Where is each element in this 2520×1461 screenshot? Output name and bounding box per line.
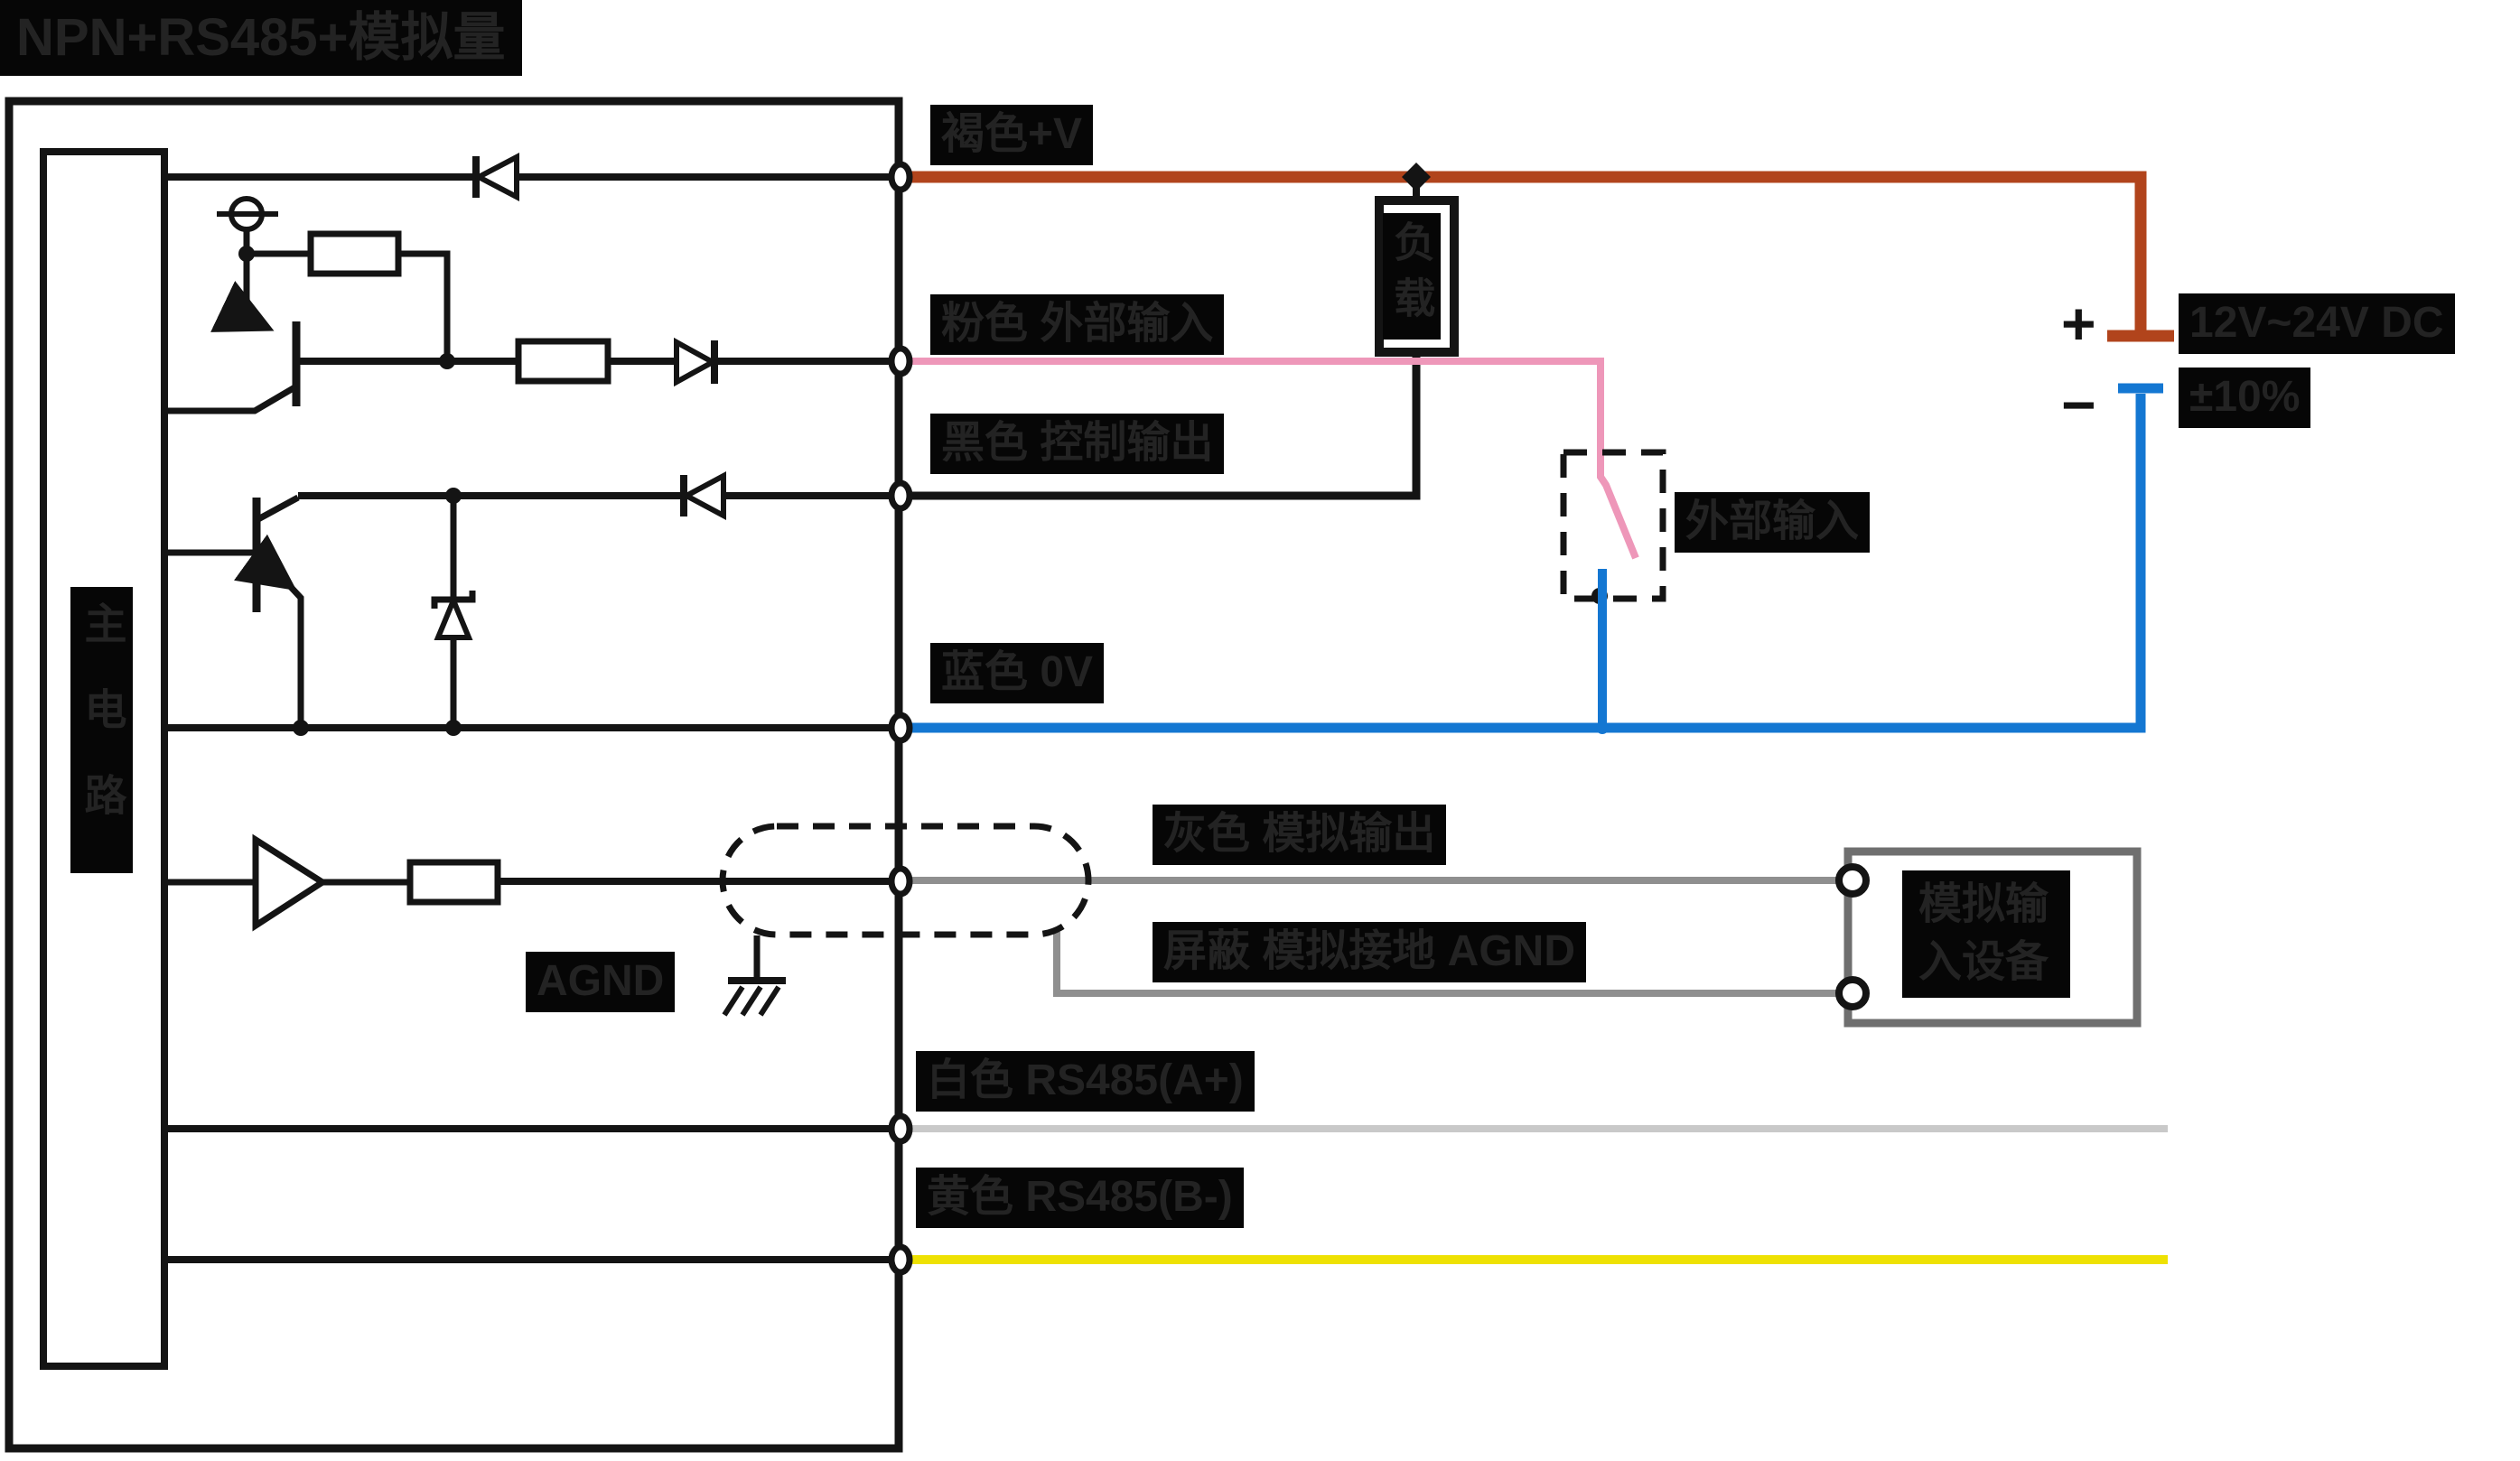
pin-icon: [888, 1243, 913, 1276]
zener-diode-icon: [434, 593, 473, 640]
label-supply-voltage: 12V~24V DC: [2179, 293, 2455, 354]
internal-vplus-rail: [164, 153, 901, 201]
label-agnd: AGND: [526, 952, 676, 1012]
internal-output-stage: [164, 470, 901, 736]
junction-dot: [1402, 163, 1431, 191]
label-yellow-wire: 黄色 RS485(B-): [916, 1168, 1244, 1228]
terminal-icon: [1835, 863, 1870, 898]
pin-icon: [888, 479, 913, 512]
pin-icon: [888, 865, 913, 898]
label-supply-tolerance: ±10%: [2179, 368, 2311, 428]
label-brown-wire: 褐色+V: [930, 105, 1094, 165]
supply-plus-sign: +: [2061, 290, 2096, 357]
diagram-title: NPN+RS485+模拟量: [0, 0, 522, 77]
resistor-icon: [406, 859, 501, 906]
housing-connector-pins: [888, 161, 913, 1276]
internal-external-input-row: [298, 337, 901, 387]
label-main-circuit: 主电路: [70, 587, 134, 873]
supply-minus-sign: −: [2061, 371, 2096, 438]
label-gray-wire: 灰色 模拟输出: [1153, 805, 1447, 865]
label-black-wire: 黑色 控制输出: [930, 414, 1225, 474]
resistor-icon: [307, 230, 402, 277]
label-white-wire: 白色 RS485(A+): [916, 1051, 1255, 1112]
label-external-input-switch: 外部输入: [1675, 492, 1871, 553]
label-shield-wire: 屏蔽 模拟接地 AGND: [1153, 922, 1587, 982]
pin-icon: [888, 1112, 913, 1145]
wire-shield-agnd: [1053, 932, 1839, 997]
wire-blue-0v: [908, 383, 2163, 734]
label-pink-wire: 粉色 外部输入: [930, 294, 1225, 355]
label-blue-wire: 蓝色 0V: [930, 643, 1105, 703]
diode-icon: [680, 470, 726, 521]
pin-icon: [888, 712, 913, 744]
pin-icon: [888, 345, 913, 377]
wire-pink-external-input: [908, 358, 1666, 724]
internal-analog-stage: [164, 833, 901, 932]
internal-input-stage: [164, 196, 455, 414]
sensor-housing-box: [5, 97, 903, 1453]
pin-icon: [888, 161, 913, 193]
diode-icon: [674, 337, 719, 387]
external-input-switch-box: [1560, 449, 1666, 602]
amplifier-icon: [252, 833, 329, 932]
label-analog-input-device: 模拟输入设备: [1902, 870, 2070, 998]
resistor-icon: [515, 338, 611, 385]
label-load: 负载: [1383, 213, 1442, 340]
shield-capsule-icon: [719, 823, 1092, 938]
wire-brown-vplus: [908, 163, 2174, 342]
wire-gray-analog-output: [719, 823, 1848, 1017]
internal-rs485-rows: [164, 1125, 901, 1263]
diode-icon: [472, 153, 519, 201]
terminal-icon: [1835, 976, 1870, 1010]
